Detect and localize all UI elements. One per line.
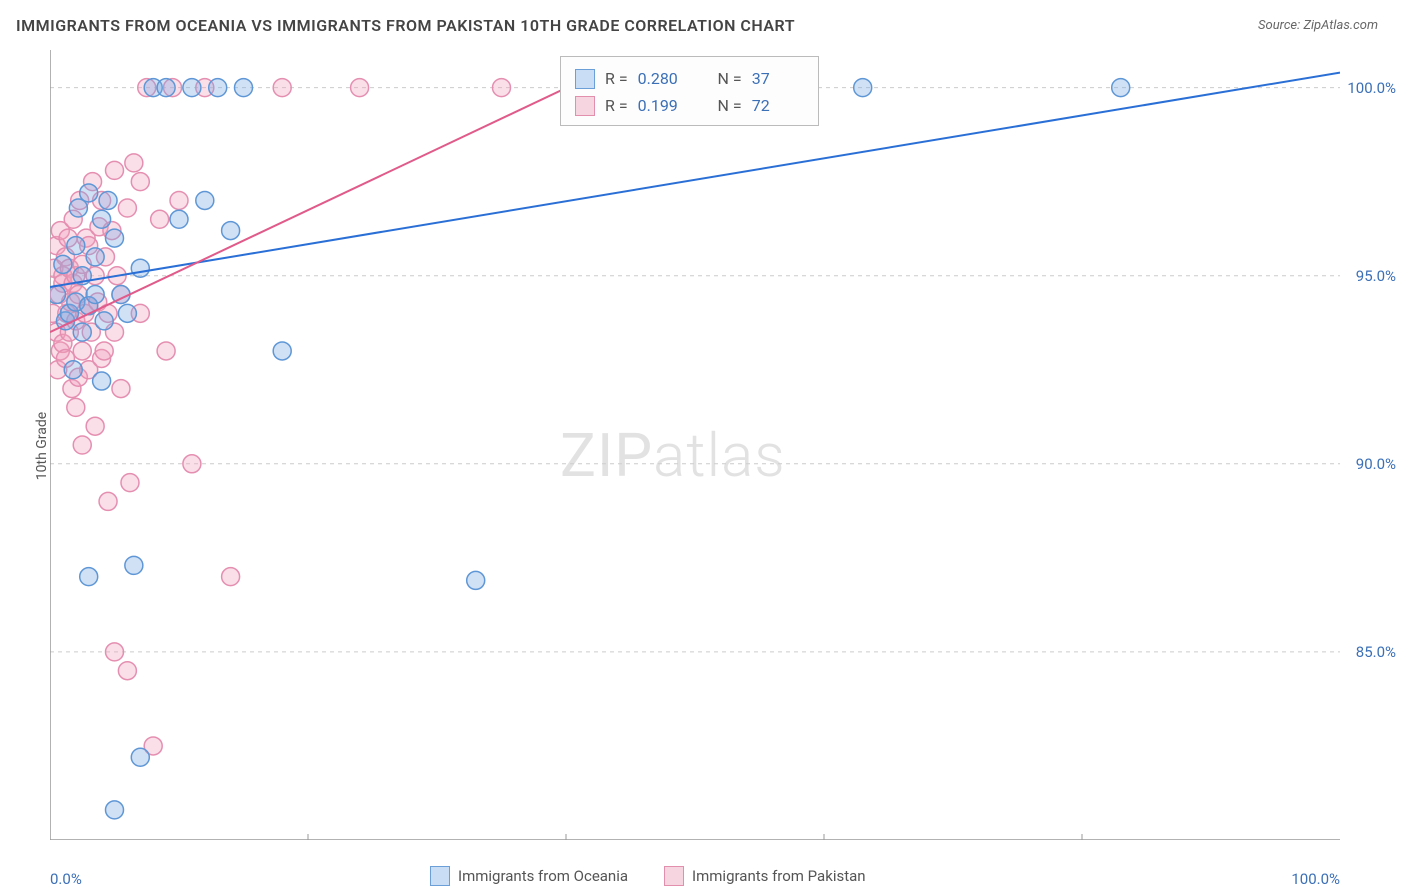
y-tick-label: 85.0% <box>1356 643 1396 661</box>
stats-row-pakistan: R = 0.199 N = 72 <box>575 92 804 119</box>
legend-swatch-pakistan-icon <box>664 866 684 886</box>
n-value: 37 <box>752 65 804 92</box>
source-label: Source: <box>1258 18 1303 33</box>
y-tick-label: 95.0% <box>1356 267 1396 285</box>
series-legend: Immigrants from Oceania Immigrants from P… <box>430 866 866 886</box>
chart-title: IMMIGRANTS FROM OCEANIA VS IMMIGRANTS FR… <box>16 16 795 35</box>
swatch-pakistan-icon <box>575 96 595 116</box>
n-value: 72 <box>752 92 804 119</box>
stats-row-oceania: R = 0.280 N = 37 <box>575 65 804 92</box>
plot-area <box>50 50 1340 840</box>
source-credit: Source: ZipAtlas.com <box>1258 18 1378 33</box>
r-value: 0.280 <box>638 65 690 92</box>
legend-label-oceania: Immigrants from Oceania <box>458 867 628 885</box>
n-label: N = <box>718 65 742 92</box>
x-tick-label: 0.0% <box>50 870 82 888</box>
y-tick-label: 90.0% <box>1356 455 1396 473</box>
y-tick-label: 100.0% <box>1347 79 1396 97</box>
scatter-svg <box>50 50 1340 840</box>
chart-container: IMMIGRANTS FROM OCEANIA VS IMMIGRANTS FR… <box>0 0 1406 892</box>
x-tick-label: 100.0% <box>1291 870 1340 888</box>
legend-label-pakistan: Immigrants from Pakistan <box>692 867 866 885</box>
n-label: N = <box>718 92 742 119</box>
source-name: ZipAtlas.com <box>1303 18 1378 33</box>
correlation-stats-box: R = 0.280 N = 37 R = 0.199 N = 72 <box>560 56 819 126</box>
r-label: R = <box>605 92 628 119</box>
r-label: R = <box>605 65 628 92</box>
legend-swatch-oceania-icon <box>430 866 450 886</box>
swatch-oceania-icon <box>575 69 595 89</box>
r-value: 0.199 <box>638 92 690 119</box>
y-axis-label: 10th Grade <box>34 412 50 480</box>
